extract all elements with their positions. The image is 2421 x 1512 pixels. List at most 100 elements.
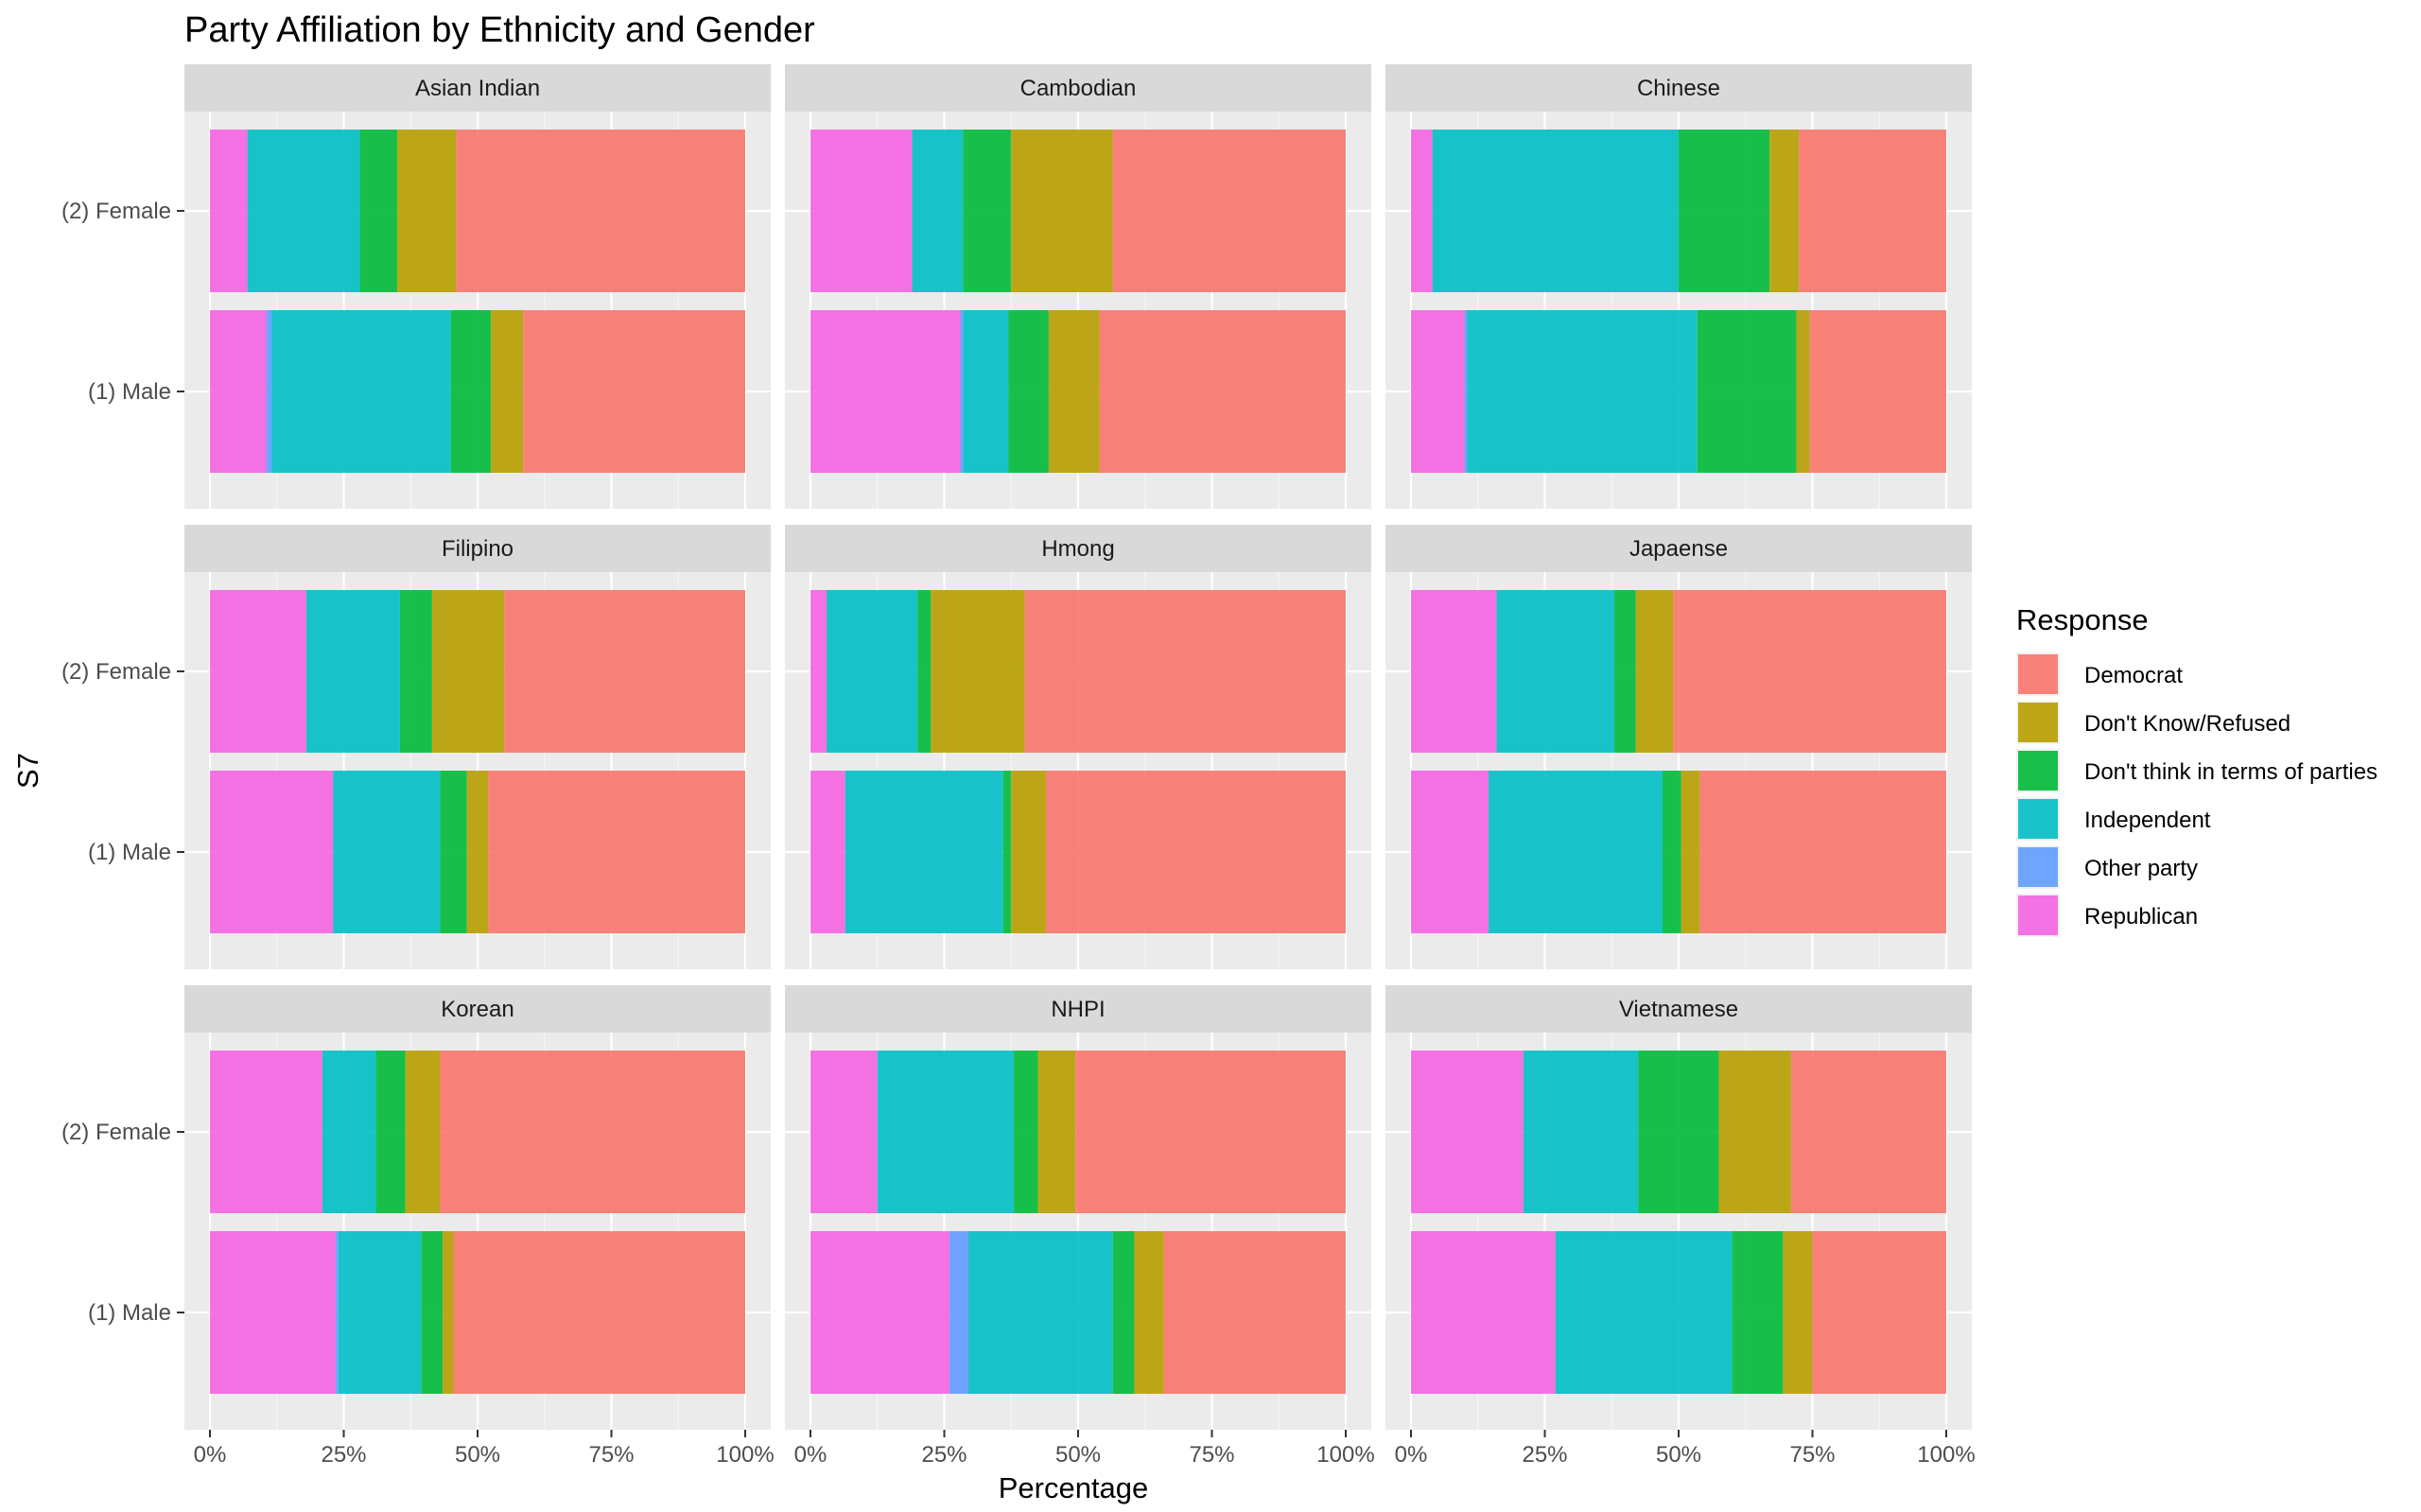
facet-strip-hmong [785, 525, 1371, 572]
bar-korean-2-female-don-t-know-refused [405, 1051, 441, 1213]
bar-hmong-1-male-don-t-know-refused [1011, 771, 1047, 933]
bar-asian-indian-1-male-other-party [266, 310, 272, 473]
legend-label-don-t-think-in-terms-of-parties: Don't think in terms of parties [2084, 759, 2377, 785]
bar-hmong-1-male-republican [810, 771, 845, 933]
facet-strip-asian-indian [184, 64, 771, 112]
x-tick-label: 0% [1395, 1442, 1428, 1468]
facet-strip-japaense [1385, 525, 1972, 572]
bar-filipino-2-female-independent [305, 590, 400, 753]
bar-cambodian-2-female-don-t-know-refused [1011, 130, 1113, 292]
x-axis-title: Percentage [999, 1471, 1149, 1504]
bar-japaense-2-female-independent [1496, 590, 1615, 753]
bar-cambodian-2-female-republican [810, 130, 913, 292]
facet-label-nhpi: NHPI [1051, 997, 1105, 1022]
bar-chinese-2-female-independent [1432, 130, 1679, 292]
legend-swatch-republican [2018, 895, 2058, 935]
bar-asian-indian-2-female-don-t-know-refused [397, 130, 457, 292]
bar-nhpi-1-male-don-t-think-in-terms-of-parties [1112, 1231, 1135, 1394]
bar-asian-indian-1-male-don-t-know-refused [491, 310, 524, 473]
bar-japaense-2-female-democrat [1673, 590, 1946, 753]
y-tick-label: (2) Female [61, 1120, 171, 1145]
x-tick-label: 50% [1656, 1442, 1701, 1468]
bar-japaense-2-female-republican [1411, 590, 1497, 753]
bar-chinese-1-male-other-party [1464, 310, 1468, 473]
bar-filipino-2-female-don-t-know-refused [431, 590, 505, 753]
bar-korean-1-male-independent [338, 1231, 422, 1394]
legend-label-independent: Independent [2084, 808, 2211, 833]
legend-swatch-democrat [2018, 654, 2058, 694]
facet-strip-korean [184, 985, 771, 1033]
bar-chinese-1-male-independent [1467, 310, 1698, 473]
y-tick-label: (2) Female [61, 199, 171, 224]
x-tick-label: 25% [1522, 1442, 1567, 1468]
bar-korean-1-male-other-party [336, 1231, 339, 1394]
bar-japaense-1-male-don-t-know-refused [1681, 771, 1700, 933]
bar-chinese-2-female-don-t-know-refused [1769, 130, 1800, 292]
facet-strip-cambodian [785, 64, 1371, 112]
bar-asian-indian-1-male-republican [210, 310, 267, 473]
bar-cambodian-2-female-democrat [1112, 130, 1346, 292]
bar-filipino-1-male-independent [333, 771, 441, 933]
legend-swatch-don-t-think-in-terms-of-parties [2018, 751, 2058, 791]
bar-japaense-1-male-independent [1489, 771, 1663, 933]
bar-vietnamese-1-male-republican [1411, 1231, 1556, 1394]
bar-vietnamese-2-female-don-t-think-in-terms-of-parties [1638, 1051, 1719, 1213]
bar-japaense-1-male-republican [1411, 771, 1489, 933]
bar-hmong-2-female-democrat [1024, 590, 1346, 753]
bar-nhpi-1-male-republican [810, 1231, 950, 1394]
y-tick-label: (1) Male [88, 840, 171, 865]
bar-hmong-2-female-don-t-think-in-terms-of-parties [917, 590, 932, 753]
x-tick-label: 0% [194, 1442, 227, 1468]
bar-hmong-2-female-republican [810, 590, 827, 753]
bar-filipino-2-female-don-t-think-in-terms-of-parties [399, 590, 432, 753]
bar-korean-1-male-don-t-know-refused [443, 1231, 454, 1394]
x-tick-label: 25% [321, 1442, 366, 1468]
bar-chinese-2-female-republican [1411, 130, 1433, 292]
bar-chinese-2-female-don-t-think-in-terms-of-parties [1679, 130, 1770, 292]
bar-asian-indian-2-female-don-t-think-in-terms-of-parties [359, 130, 398, 292]
bar-nhpi-1-male-independent [967, 1231, 1113, 1394]
facet-label-cambodian: Cambodian [1020, 76, 1137, 101]
bar-nhpi-2-female-democrat [1075, 1051, 1346, 1213]
bar-korean-1-male-democrat [453, 1231, 745, 1394]
bar-vietnamese-2-female-independent [1523, 1051, 1639, 1213]
bar-vietnamese-2-female-don-t-know-refused [1718, 1051, 1791, 1213]
x-tick-label: 100% [1917, 1442, 1975, 1468]
bar-asian-indian-2-female-republican [210, 130, 248, 292]
x-tick-label: 100% [1316, 1442, 1374, 1468]
bar-cambodian-1-male-democrat [1099, 310, 1346, 473]
bar-vietnamese-2-female-republican [1411, 1051, 1524, 1213]
legend-swatch-don-t-know-refused [2018, 703, 2058, 742]
bar-chinese-1-male-don-t-know-refused [1796, 310, 1810, 473]
bar-japaense-1-male-don-t-think-in-terms-of-parties [1663, 771, 1681, 933]
bar-chinese-1-male-don-t-think-in-terms-of-parties [1697, 310, 1797, 473]
bar-korean-2-female-don-t-think-in-terms-of-parties [375, 1051, 406, 1213]
x-tick-label: 75% [1189, 1442, 1234, 1468]
x-tick-label: 75% [588, 1442, 634, 1468]
bar-korean-1-male-don-t-think-in-terms-of-parties [421, 1231, 444, 1394]
bar-vietnamese-1-male-democrat [1812, 1231, 1946, 1394]
y-tick-label: (1) Male [88, 1300, 171, 1326]
facet-label-korean: Korean [441, 997, 514, 1022]
bar-nhpi-2-female-don-t-think-in-terms-of-parties [1014, 1051, 1038, 1213]
chart-title: Party Affiliation by Ethnicity and Gende… [184, 10, 815, 50]
bar-japaense-2-female-don-t-think-in-terms-of-parties [1614, 590, 1636, 753]
bar-filipino-2-female-republican [210, 590, 306, 753]
bar-korean-1-male-republican [210, 1231, 337, 1394]
legend-swatch-independent [2018, 799, 2058, 839]
bar-japaense-1-male-democrat [1699, 771, 1946, 933]
facet-label-chinese: Chinese [1637, 76, 1720, 101]
bar-cambodian-1-male-republican [810, 310, 961, 473]
bar-nhpi-2-female-republican [810, 1051, 878, 1213]
bar-cambodian-1-male-other-party [960, 310, 964, 473]
facet-label-hmong: Hmong [1041, 536, 1114, 562]
bar-cambodian-1-male-independent [963, 310, 1009, 473]
x-tick-label: 25% [921, 1442, 967, 1468]
bar-korean-2-female-republican [210, 1051, 322, 1213]
facet-label-vietnamese: Vietnamese [1619, 997, 1738, 1022]
facet-strip-nhpi [785, 985, 1371, 1033]
bar-nhpi-2-female-independent [877, 1051, 1015, 1213]
facet-strip-vietnamese [1385, 985, 1972, 1033]
bar-asian-indian-2-female-democrat [456, 130, 745, 292]
